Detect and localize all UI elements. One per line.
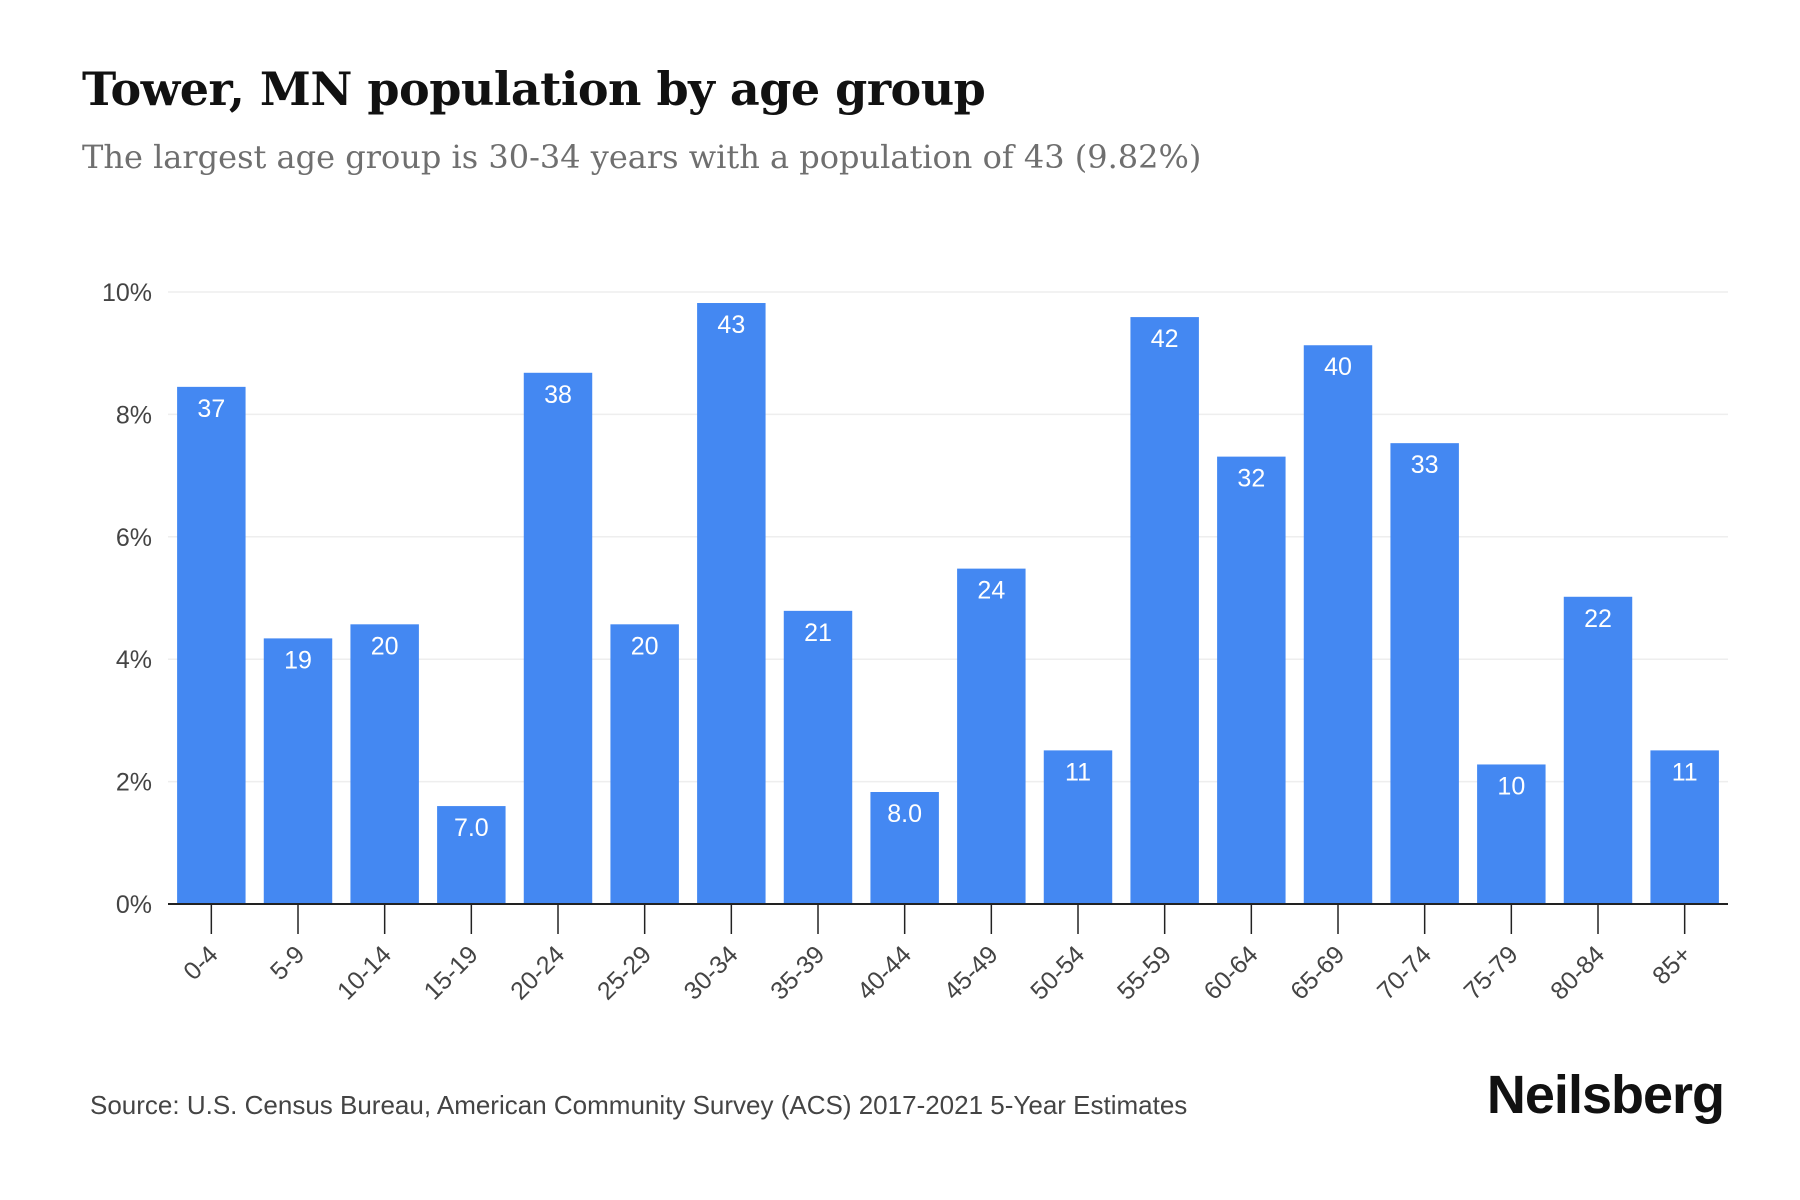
x-tick-label: 45-49 [939, 940, 1004, 1005]
x-axis: 0-4 5-9 10-14 15-19 20-24 25-29 30-34 35-39 40-4… [168, 903, 1728, 1005]
x-tick-label: 0-4 [178, 940, 223, 985]
bar-value-label: 42 [1151, 325, 1179, 353]
source-note: Source: U.S. Census Bureau, American Com… [90, 1090, 1188, 1120]
y-tick-label: 0% [116, 891, 152, 919]
y-tick-label: 6% [116, 524, 152, 552]
y-axis-ticks: 0% 2% 4% 6% 8% 10% [102, 279, 152, 919]
y-tick-label: 10% [102, 279, 152, 307]
bar [1303, 345, 1373, 904]
bar-value-label: 21 [804, 619, 832, 647]
bar [523, 372, 593, 904]
bar [1130, 317, 1199, 904]
bar-value-label: 8.0 [887, 800, 922, 828]
bar [1390, 443, 1459, 904]
x-tick-label: 75-79 [1459, 940, 1524, 1005]
bar-value-label: 32 [1237, 465, 1265, 493]
bar-value-labels: 37 19 20 7.0 38 20 43 21 8.0 24 11 42 32 40 33 10 22 11 [197, 311, 1697, 842]
bar [1477, 764, 1546, 904]
bar-value-label: 38 [544, 381, 572, 409]
bar [1043, 750, 1113, 904]
bar [263, 638, 333, 904]
bar-value-label: 43 [717, 311, 745, 339]
x-tick-label: 25-29 [592, 940, 657, 1005]
bar [437, 806, 506, 904]
x-tick-label: 30-34 [679, 940, 744, 1005]
y-tick-label: 8% [116, 401, 152, 429]
bar-value-label: 37 [197, 395, 225, 423]
bar [870, 792, 939, 904]
x-tick-label: 85+ [1647, 940, 1697, 990]
x-tick-label: 35-39 [765, 940, 830, 1005]
bars [177, 303, 1719, 904]
bar-value-label: 33 [1411, 451, 1439, 479]
x-tick-label: 40-44 [852, 940, 917, 1005]
chart-title: Tower, MN population by age group [82, 62, 986, 116]
bar [783, 610, 853, 904]
x-tick-label: 60-64 [1199, 940, 1264, 1005]
y-tick-label: 2% [116, 769, 152, 797]
bar [1650, 750, 1719, 904]
x-tick-label: 80-84 [1545, 940, 1610, 1005]
bar [350, 624, 419, 904]
bar [1217, 456, 1286, 904]
gridlines [168, 291, 1728, 783]
x-tick-label: 50-54 [1025, 940, 1090, 1005]
bar-value-label: 40 [1324, 353, 1352, 381]
bar-value-label: 22 [1584, 605, 1612, 633]
bar [177, 386, 246, 904]
chart-subtitle: The largest age group is 30-34 years wit… [82, 138, 1202, 176]
x-tick-label: 55-59 [1112, 940, 1177, 1005]
brand-logo: Neilsberg [1486, 1065, 1725, 1125]
bar [610, 624, 679, 904]
bar-chart: 0% 2% 4% 6% 8% 10% 37 19 20 7.0 38 20 43 21 8.0 24 11 42… [102, 279, 1728, 1005]
bar-value-label: 20 [371, 632, 399, 660]
bar-value-label: 24 [977, 577, 1005, 605]
y-tick-label: 4% [116, 646, 152, 674]
x-tick-label: 70-74 [1372, 940, 1437, 1005]
bar-value-label: 7.0 [454, 814, 489, 842]
bar-value-label: 11 [1672, 758, 1698, 786]
bar [1563, 596, 1633, 904]
bar [697, 303, 766, 904]
x-tick-label: 20-24 [505, 940, 570, 1005]
bar [957, 568, 1026, 904]
x-tick-label: 5-9 [265, 940, 310, 985]
x-tick-label: 65-69 [1285, 940, 1350, 1005]
bar-value-label: 19 [284, 646, 312, 674]
x-tick-label: 10-14 [332, 940, 397, 1005]
bar-value-label: 10 [1497, 772, 1525, 800]
bar-value-label: 20 [631, 632, 659, 660]
bar-value-label: 11 [1065, 758, 1091, 786]
x-tick-label: 15-19 [419, 940, 484, 1005]
